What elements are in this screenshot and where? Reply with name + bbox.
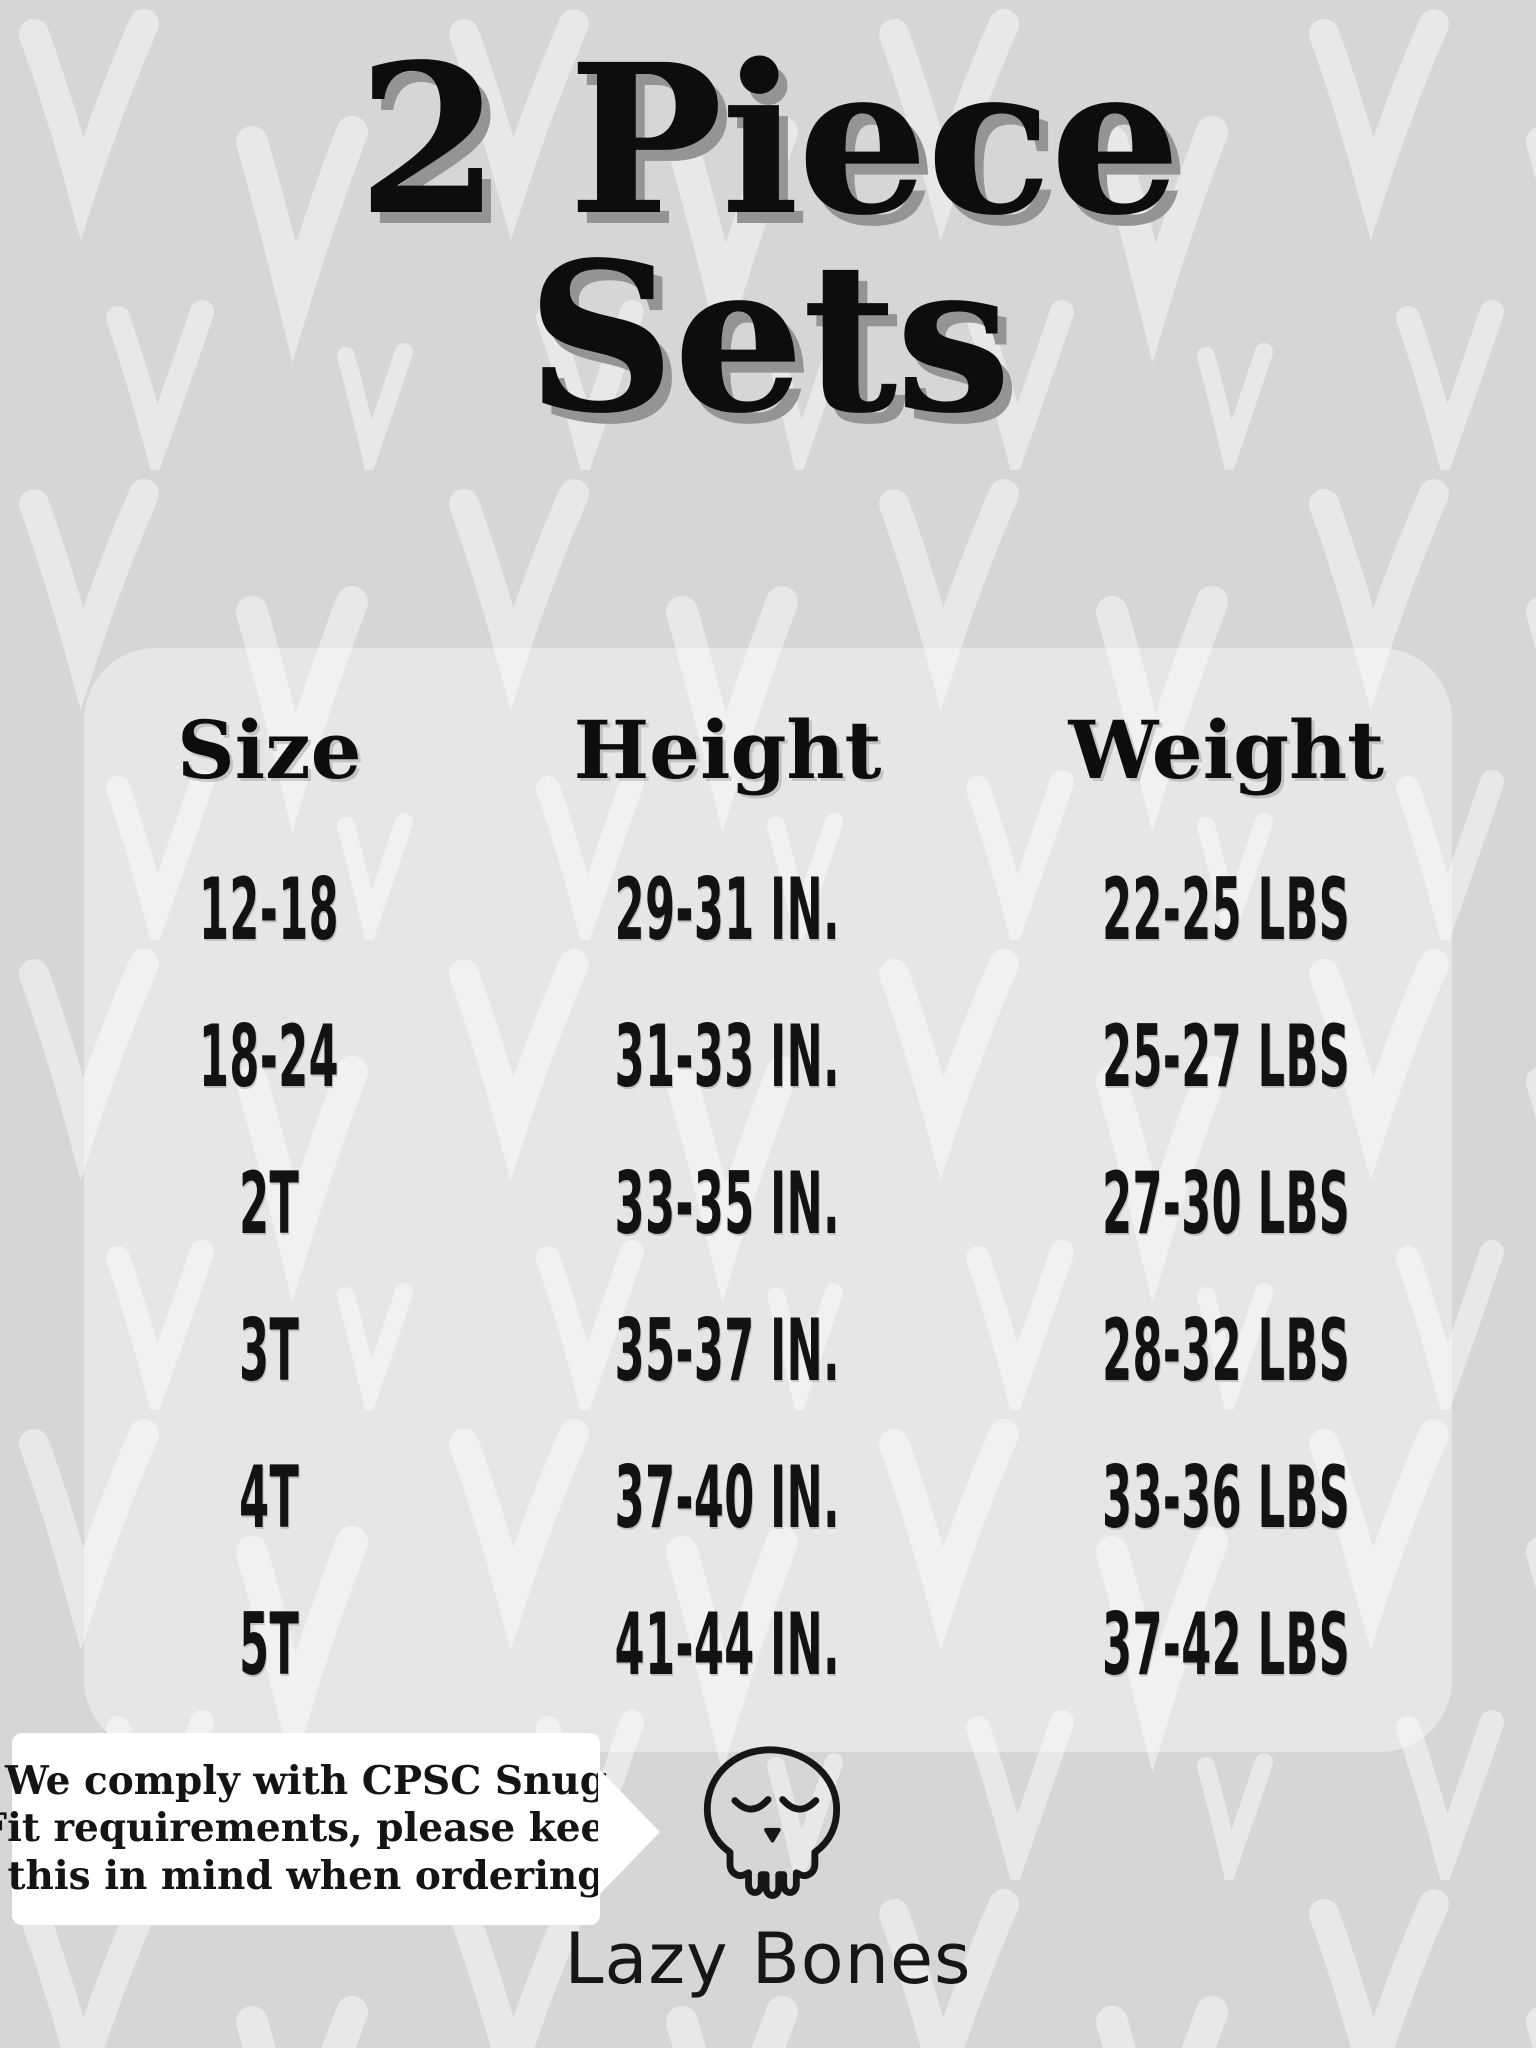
row-1-weight: 22-25 LBS bbox=[1102, 860, 1351, 961]
row-3-weight: 27-30 LBS bbox=[1102, 1154, 1351, 1255]
brand-name: Lazy Bones bbox=[564, 1918, 972, 2000]
row-3-size: 2T bbox=[239, 1154, 300, 1255]
row-5-height: 37-40 IN. bbox=[614, 1447, 841, 1548]
row-4-weight: 28-32 LBS bbox=[1102, 1300, 1351, 1401]
row-6-weight: 37-42 LBS bbox=[1102, 1594, 1351, 1695]
column-header-weight: Weight bbox=[1068, 702, 1385, 797]
column-header-size: Size bbox=[176, 702, 362, 797]
title-line-1: 2 Piece bbox=[357, 19, 1181, 261]
row-5-size: 4T bbox=[239, 1447, 300, 1548]
row-2-size: 18-24 bbox=[199, 1007, 340, 1108]
column-header-height: Height bbox=[573, 702, 882, 797]
row-6-height: 41-44 IN. bbox=[614, 1594, 841, 1695]
row-1-height: 29-31 IN. bbox=[614, 860, 841, 961]
row-4-height: 35-37 IN. bbox=[614, 1300, 841, 1401]
row-6-size: 5T bbox=[239, 1594, 300, 1695]
row-3-height: 33-35 IN. bbox=[614, 1154, 841, 1255]
row-1-size: 12-18 bbox=[199, 860, 340, 961]
poster-title: 2 Piece Sets bbox=[0, 19, 1536, 459]
row-5-weight: 33-36 LBS bbox=[1102, 1447, 1351, 1548]
sleeping-skull-icon bbox=[703, 1746, 841, 1899]
row-4-size: 3T bbox=[239, 1300, 300, 1401]
row-2-weight: 25-27 LBS bbox=[1102, 1007, 1351, 1108]
cpsc-notice-bubble: We comply with CPSC Snug Fit requirement… bbox=[0, 1733, 633, 1925]
notice-line-1: We comply with CPSC Snug bbox=[5, 1757, 607, 1804]
row-2-height: 31-33 IN. bbox=[614, 1007, 841, 1108]
size-table-panel: Size Height Weight 12-18 29-31 IN. 22-25… bbox=[84, 648, 1452, 1752]
title-line-2: Sets bbox=[526, 216, 1012, 459]
notice-line-2: Fit requirements, please keep bbox=[0, 1805, 633, 1852]
notice-line-3: this in mind when ordering bbox=[7, 1852, 605, 1899]
speech-bubble-tail bbox=[598, 1768, 660, 1896]
